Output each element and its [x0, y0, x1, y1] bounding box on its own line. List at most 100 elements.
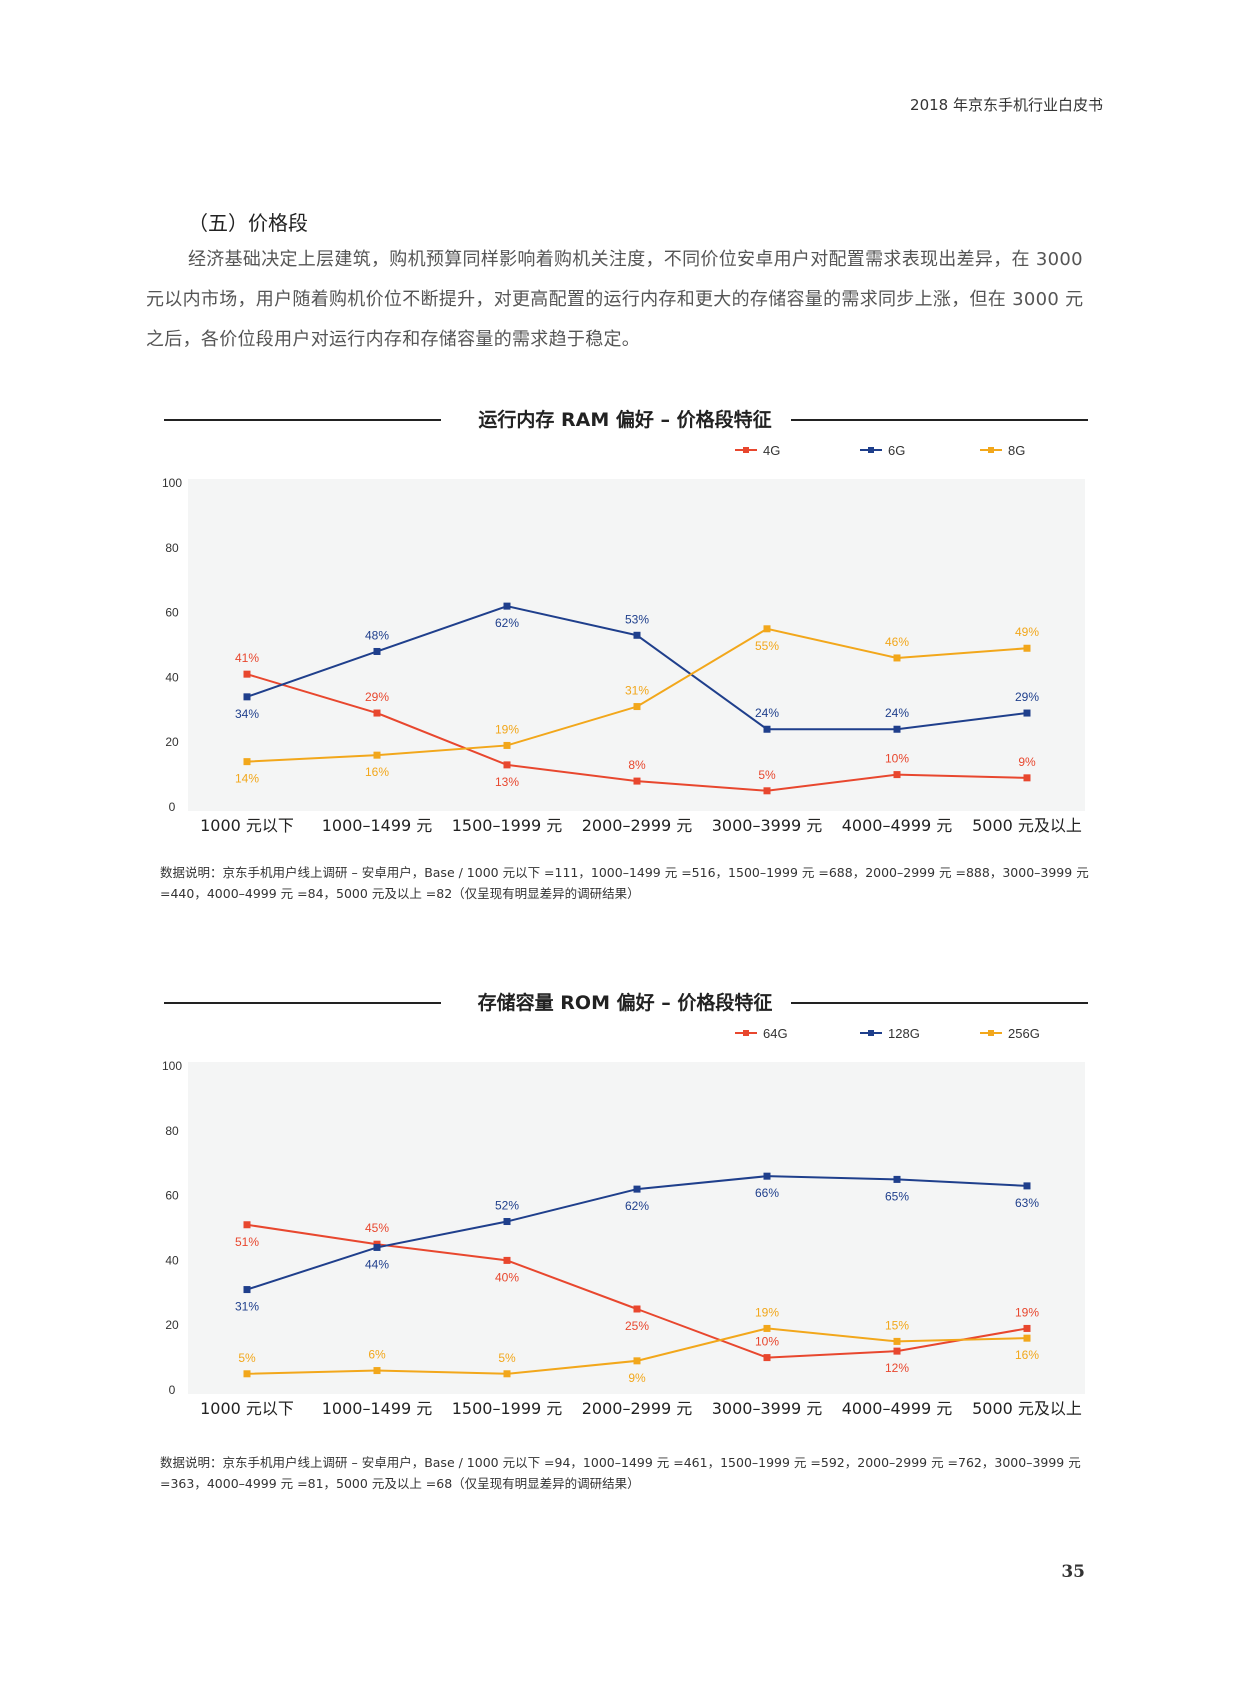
data-point: [1023, 774, 1031, 782]
ram-chart-block: 运行内存 RAM 偏好 – 价格段特征 100 80 60 40 20 0 1000 元以下…: [160, 405, 1090, 845]
rom-line-chart: 100 80 60 40 20 0 1000 元以下 1000–1499 元 1500–1999…: [162, 1026, 1085, 1418]
data-point: [893, 1347, 901, 1355]
data-label: 65%: [885, 1189, 909, 1203]
data-point: [503, 761, 511, 769]
legend-marker: [743, 1030, 749, 1036]
data-point: [633, 631, 641, 639]
data-point: [503, 1370, 511, 1378]
title-rule-right: [791, 419, 1088, 421]
data-label: 29%: [1015, 690, 1039, 704]
data-point: [373, 1367, 381, 1375]
data-label: 62%: [625, 1199, 649, 1213]
data-label: 41%: [235, 651, 259, 665]
y-tick-label: 40: [165, 1253, 179, 1267]
x-category-label: 2000–2999 元: [582, 1399, 693, 1418]
x-category-label: 5000 元及以上: [972, 1399, 1082, 1418]
data-label: 9%: [1018, 755, 1036, 769]
data-label: 63%: [1015, 1196, 1039, 1210]
data-point: [893, 654, 901, 662]
data-point: [893, 725, 901, 733]
data-label: 31%: [625, 684, 649, 698]
data-point: [763, 1324, 771, 1332]
legend-label: 4G: [763, 443, 780, 458]
data-point: [503, 1218, 511, 1226]
data-point: [893, 1337, 901, 1345]
y-tick-label: 80: [165, 1124, 179, 1138]
data-label: 29%: [365, 690, 389, 704]
legend-marker: [988, 447, 994, 453]
data-label: 16%: [1015, 1348, 1039, 1362]
data-label: 52%: [495, 1199, 519, 1213]
data-label: 9%: [628, 1371, 646, 1385]
data-label: 5%: [238, 1351, 256, 1365]
y-tick-label: 60: [165, 606, 179, 620]
data-label: 5%: [498, 1351, 516, 1365]
y-tick-label: 20: [165, 735, 179, 749]
data-point: [893, 771, 901, 779]
x-category-label: 1500–1999 元: [452, 816, 563, 835]
data-label: 10%: [885, 752, 909, 766]
section-paragraph: 经济基础决定上层建筑，购机预算同样影响着购机关注度，不同价位安卓用户对配置需求表…: [146, 249, 1084, 350]
legend-label: 128G: [888, 1026, 920, 1041]
data-point: [1023, 1334, 1031, 1342]
legend-label: 256G: [1008, 1026, 1040, 1041]
data-label: 15%: [885, 1318, 909, 1332]
data-label: 6%: [368, 1348, 386, 1362]
data-label: 8%: [628, 758, 646, 772]
y-tick-label: 100: [162, 1059, 182, 1073]
data-label: 55%: [755, 639, 779, 653]
data-point: [633, 703, 641, 711]
y-tick-label: 0: [169, 800, 176, 814]
data-label: 19%: [1015, 1305, 1039, 1319]
rom-data-note: 数据说明：京东手机用户线上调研 – 安卓用户，Base / 1000 元以下 =…: [160, 1455, 1081, 1491]
data-point: [1023, 709, 1031, 717]
data-point: [243, 670, 251, 678]
legend-label: 64G: [763, 1026, 788, 1041]
x-category-label: 1000–1499 元: [322, 1399, 433, 1418]
plot-area: [188, 479, 1085, 811]
y-tick-label: 100: [162, 476, 182, 490]
ram-line-chart: 100 80 60 40 20 0 1000 元以下 1000–1499 元 1500–1999…: [162, 443, 1085, 835]
data-label: 66%: [755, 1186, 779, 1200]
data-label: 14%: [235, 772, 259, 786]
data-point: [243, 693, 251, 701]
data-label: 40%: [495, 1270, 519, 1284]
data-point: [243, 758, 251, 766]
data-label: 19%: [755, 1305, 779, 1319]
x-category-label: 1000 元以下: [200, 1399, 294, 1418]
data-label: 44%: [365, 1257, 389, 1271]
y-tick-label: 20: [165, 1318, 179, 1332]
data-point: [893, 1175, 901, 1183]
x-category-label: 2000–2999 元: [582, 816, 693, 835]
data-point: [763, 1172, 771, 1180]
data-label: 48%: [365, 628, 389, 642]
data-point: [1023, 1324, 1031, 1332]
plot-area: [188, 1062, 1085, 1394]
x-category-label: 4000–4999 元: [842, 1399, 953, 1418]
data-point: [763, 725, 771, 733]
data-point: [373, 751, 381, 759]
rom-chart-block: 存储容量 ROM 偏好 – 价格段特征 100 80 60 40 20 0 1000 元以下…: [160, 988, 1090, 1428]
ram-chart-title-row: 运行内存 RAM 偏好 – 价格段特征: [160, 405, 1090, 435]
y-tick-label: 60: [165, 1189, 179, 1203]
data-label: 13%: [495, 775, 519, 789]
data-label: 45%: [365, 1221, 389, 1235]
legend-label: 8G: [1008, 443, 1025, 458]
data-label: 49%: [1015, 625, 1039, 639]
data-point: [633, 1185, 641, 1193]
legend-marker: [743, 447, 749, 453]
header-title: 2018 年京东手机行业白皮书: [910, 96, 1103, 114]
rom-chart-title-row: 存储容量 ROM 偏好 – 价格段特征: [160, 988, 1090, 1018]
legend-label: 6G: [888, 443, 905, 458]
title-rule-left: [164, 419, 441, 421]
data-point: [633, 1305, 641, 1313]
data-point: [243, 1221, 251, 1229]
data-point: [503, 1256, 511, 1264]
x-category-label: 3000–3999 元: [712, 816, 823, 835]
data-point: [373, 709, 381, 717]
legend-marker: [868, 1030, 874, 1036]
x-category-label: 3000–3999 元: [712, 1399, 823, 1418]
data-label: 46%: [885, 635, 909, 649]
data-label: 25%: [625, 1319, 649, 1333]
data-point: [763, 625, 771, 633]
